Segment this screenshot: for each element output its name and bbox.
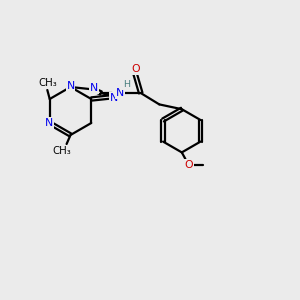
- Text: N: N: [66, 81, 75, 91]
- Text: CH₃: CH₃: [38, 78, 57, 88]
- Text: O: O: [184, 160, 193, 170]
- Text: CH₃: CH₃: [53, 146, 71, 156]
- Text: N: N: [45, 118, 53, 128]
- Text: N: N: [89, 83, 98, 93]
- Text: N: N: [116, 88, 124, 98]
- Text: N: N: [110, 93, 118, 103]
- Text: O: O: [131, 64, 140, 74]
- Text: H: H: [123, 80, 130, 89]
